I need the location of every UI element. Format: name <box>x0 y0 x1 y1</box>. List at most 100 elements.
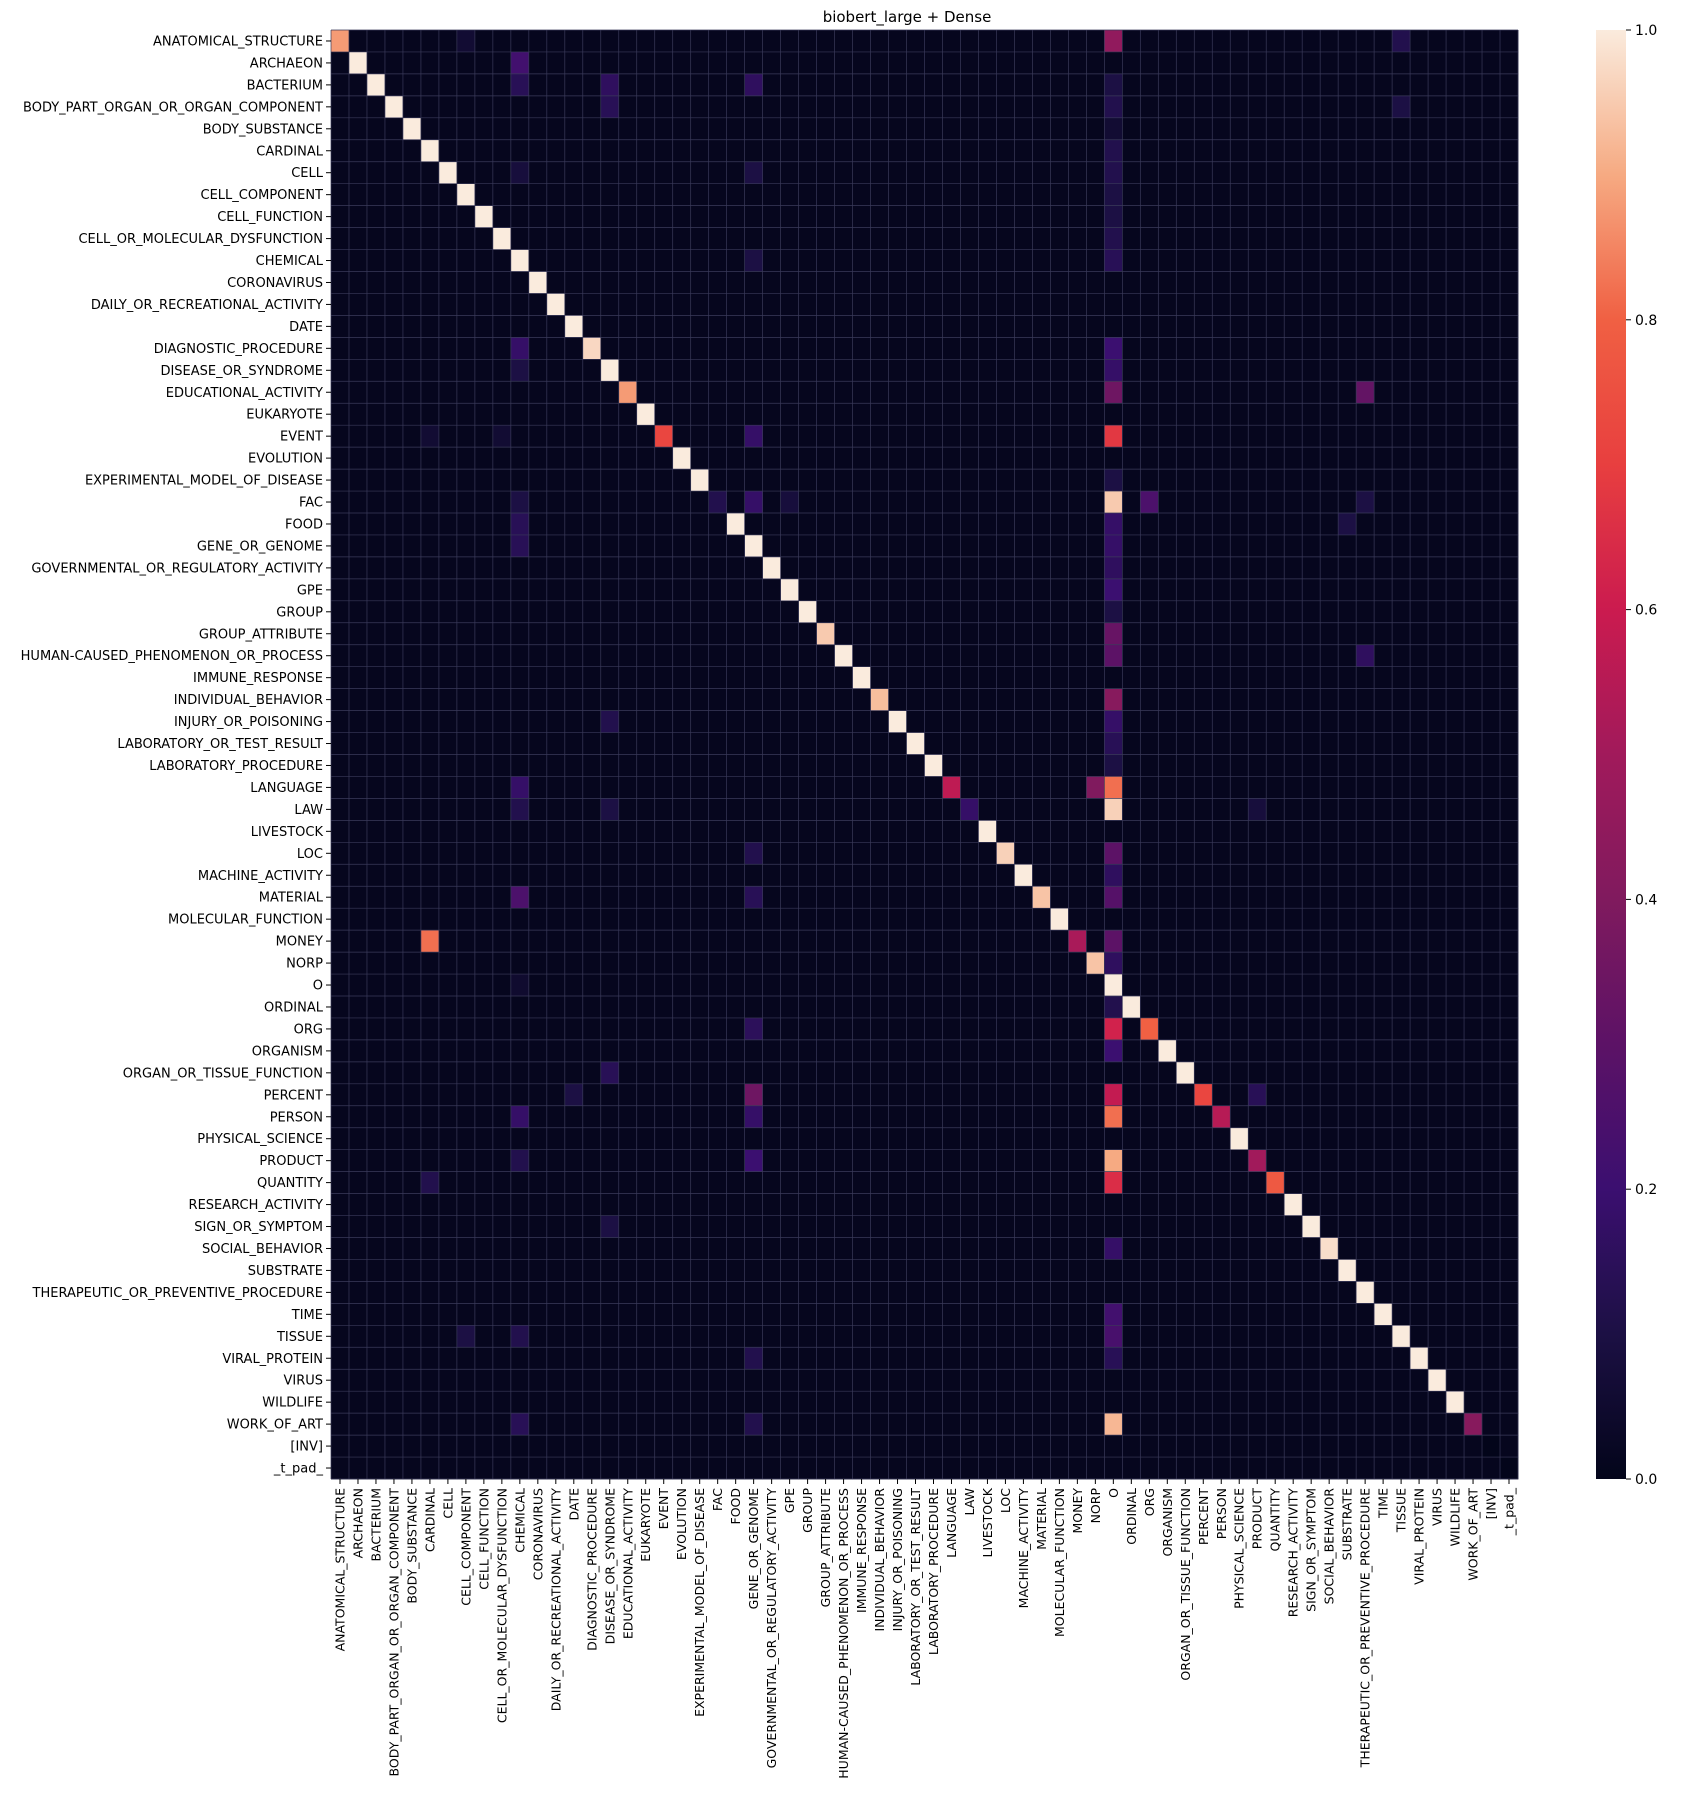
heatmap-cell <box>1176 578 1195 602</box>
heatmap-cell <box>546 1369 566 1392</box>
heatmap-cell <box>1266 930 1285 953</box>
heatmap-cell <box>834 1039 853 1063</box>
heatmap-cell <box>1230 381 1249 404</box>
heatmap-cell <box>402 864 422 887</box>
heatmap-cell <box>1392 1281 1411 1304</box>
heatmap-cell <box>1464 1391 1483 1414</box>
row-label: CELL_COMPONENT <box>201 188 324 203</box>
heatmap-cell <box>978 776 997 799</box>
heatmap-cell <box>1500 117 1519 141</box>
heatmap-cell <box>1446 1149 1465 1173</box>
heatmap-cell <box>528 1061 548 1085</box>
heatmap-cell <box>618 578 638 602</box>
heatmap-cell <box>726 51 746 75</box>
heatmap-cell <box>708 666 728 690</box>
heatmap-cell <box>780 205 799 228</box>
heatmap-cell <box>1446 930 1465 953</box>
column-label: TIME <box>1376 1488 1391 1519</box>
heatmap-cell <box>672 534 692 558</box>
heatmap-cell <box>726 754 746 777</box>
heatmap-cell <box>780 1347 799 1370</box>
column-label: SUBSTRATE <box>1340 1488 1355 1560</box>
heatmap-cell <box>384 974 404 997</box>
heatmap-cell <box>870 622 889 646</box>
heatmap-cell <box>600 798 620 821</box>
heatmap-cell <box>1248 1237 1267 1260</box>
heatmap-cell <box>1068 161 1087 185</box>
heatmap-cell <box>1392 139 1411 163</box>
heatmap-cell <box>1482 732 1501 755</box>
heatmap-cell <box>852 1039 871 1063</box>
heatmap-cell <box>888 1083 907 1107</box>
heatmap-cell <box>672 622 692 646</box>
heatmap-cell <box>1392 600 1411 624</box>
heatmap-cell <box>366 1457 386 1480</box>
heatmap-cell <box>384 447 404 470</box>
heatmap-cell <box>384 205 404 228</box>
heatmap-cell <box>1338 139 1357 163</box>
heatmap-cell <box>1230 1193 1249 1216</box>
heatmap-cell <box>366 1413 386 1436</box>
heatmap-cell <box>331 139 350 163</box>
heatmap-cell <box>474 1435 494 1458</box>
heatmap-cell <box>834 30 853 53</box>
heatmap-cell <box>888 95 907 119</box>
heatmap-cell <box>1086 864 1105 887</box>
heatmap-cell <box>492 600 512 624</box>
heatmap-cell <box>600 1193 620 1216</box>
heatmap-cell <box>384 337 404 360</box>
heatmap-cell <box>1392 491 1411 514</box>
heatmap-cell <box>1266 886 1285 909</box>
heatmap-cell <box>384 1347 404 1370</box>
heatmap-cell <box>1014 1391 1033 1414</box>
heatmap-cell <box>906 1303 925 1326</box>
heatmap-cell <box>402 578 422 602</box>
heatmap-cell <box>1374 469 1393 492</box>
heatmap-cell <box>636 30 656 53</box>
heatmap-cell <box>636 798 656 821</box>
heatmap-cell <box>762 1105 782 1129</box>
heatmap-cell <box>798 622 817 646</box>
heatmap-cell <box>1302 337 1321 360</box>
heatmap-cell <box>546 578 566 602</box>
heatmap-cell <box>492 1413 512 1436</box>
heatmap-cell <box>1302 776 1321 799</box>
heatmap-cell <box>528 1017 548 1041</box>
heatmap-cell <box>708 1017 728 1041</box>
heatmap-cell <box>1194 1017 1213 1041</box>
heatmap-cell <box>672 930 692 953</box>
heatmap-cell <box>618 1215 638 1238</box>
heatmap-cell <box>1266 556 1285 580</box>
heatmap-cell <box>744 556 764 580</box>
heatmap-cell <box>1428 73 1447 97</box>
heatmap-cell <box>1284 117 1303 141</box>
column-label: PERCENT <box>1196 1488 1211 1545</box>
heatmap-cell <box>1266 732 1285 755</box>
heatmap-cell <box>1176 996 1195 1019</box>
heatmap-cell <box>1266 183 1285 207</box>
heatmap-cell <box>1410 1369 1429 1392</box>
heatmap-cell <box>762 513 782 536</box>
heatmap-cell <box>816 798 835 821</box>
heatmap-cell <box>1212 842 1231 865</box>
heatmap-cell <box>1374 205 1393 228</box>
heatmap-cell <box>870 1193 889 1216</box>
heatmap-cell <box>1500 842 1519 865</box>
heatmap-cell <box>384 776 404 799</box>
heatmap-cell <box>1482 908 1501 931</box>
heatmap-cell <box>1014 491 1033 514</box>
heatmap-cell <box>780 1237 799 1260</box>
heatmap-cell <box>384 183 404 207</box>
heatmap-cell <box>816 710 835 733</box>
row-label: PHYSICAL_SCIENCE <box>197 1132 323 1147</box>
row-label: ARCHAEON <box>250 56 323 71</box>
heatmap-cell <box>1122 1347 1141 1370</box>
heatmap-cell <box>1050 1061 1069 1085</box>
heatmap-cell <box>906 1017 925 1041</box>
heatmap-cell <box>762 1259 782 1282</box>
heatmap-cell <box>1014 1237 1033 1260</box>
heatmap-cell <box>1428 1281 1447 1304</box>
heatmap-cell <box>1176 337 1195 360</box>
heatmap-cell <box>1392 1127 1411 1151</box>
heatmap-cell <box>1410 1215 1429 1238</box>
